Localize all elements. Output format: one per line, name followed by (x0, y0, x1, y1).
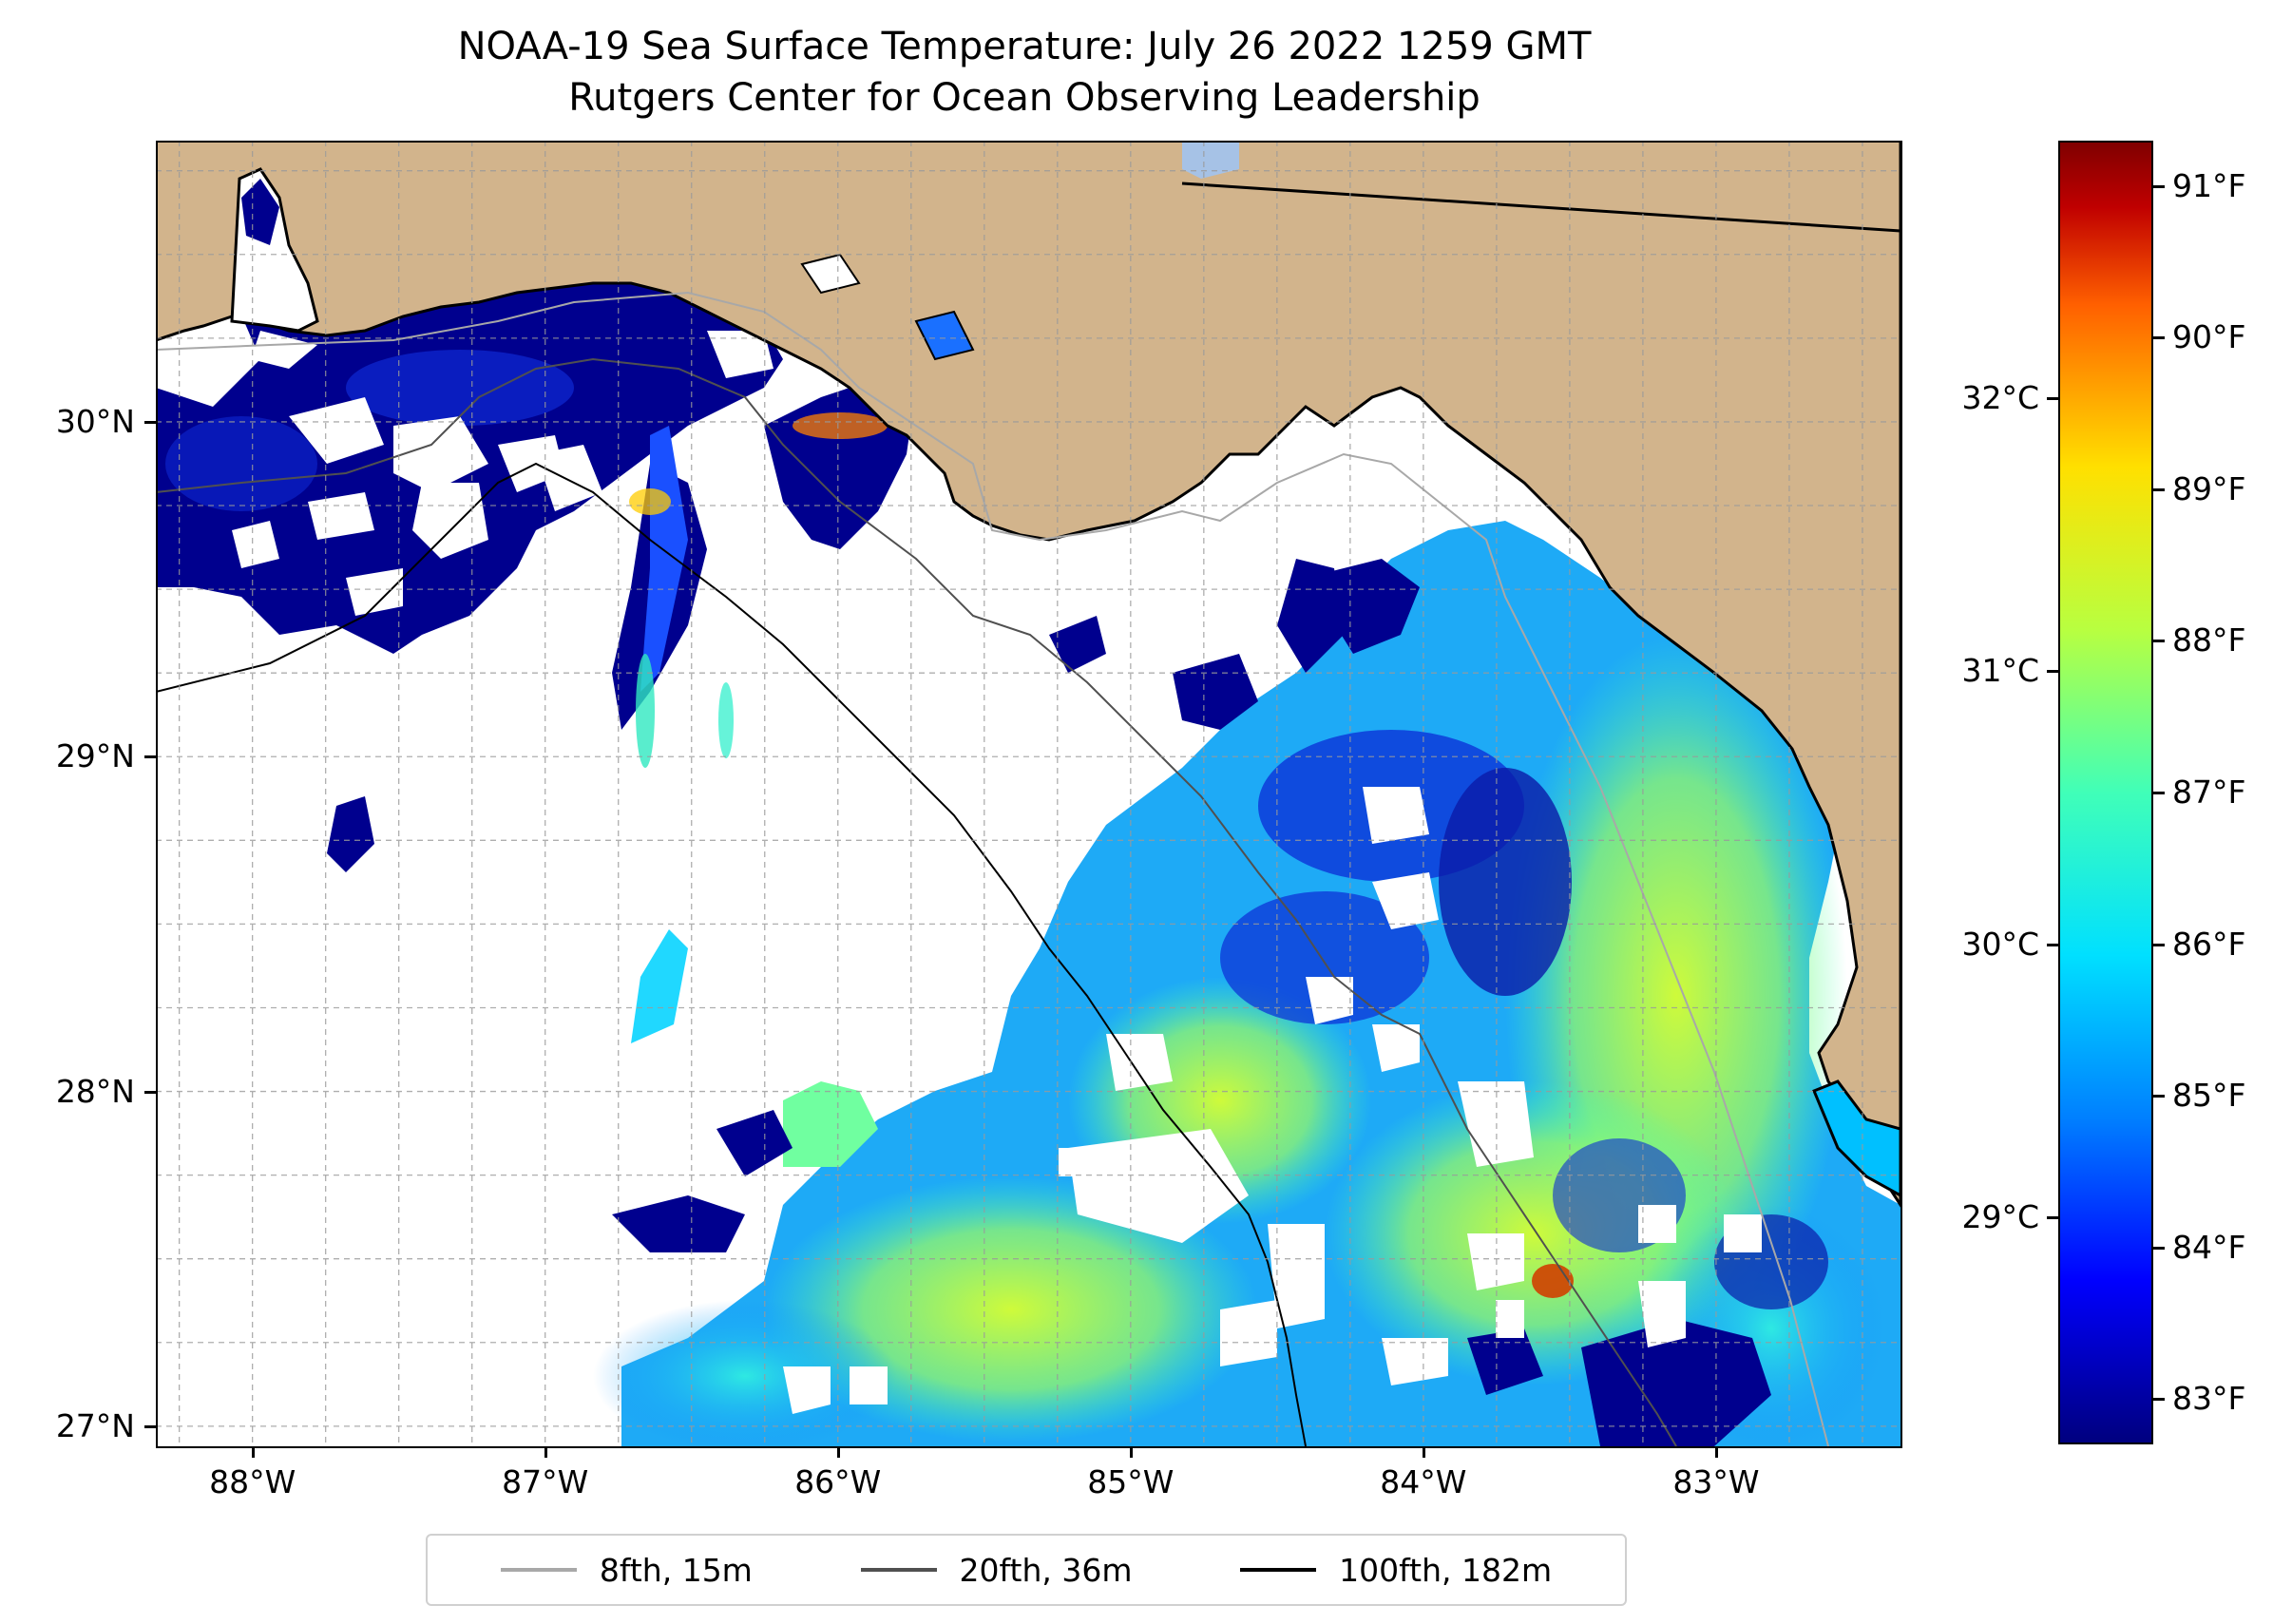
colorbar-c-tick (2047, 943, 2058, 946)
contour-8fth (156, 291, 1829, 1446)
legend-label-20fth: 20fth, 36m (959, 1551, 1133, 1589)
colorbar-f-tick (2153, 184, 2165, 188)
legend-swatch-100fth (1240, 1568, 1317, 1572)
sst-map (156, 141, 1900, 1446)
colorbar-f-tick (2153, 792, 2165, 794)
map-canvas (156, 141, 1900, 1446)
lat-label: 28°N (55, 1072, 135, 1110)
colorbar-f-label: 85°F (2172, 1077, 2246, 1115)
colorbar-c-tick (2047, 670, 2058, 674)
lat-tick (144, 755, 156, 759)
lon-tick (1714, 1446, 1718, 1458)
colorbar-f-label: 83°F (2172, 1380, 2246, 1418)
lon-label: 86°W (794, 1463, 882, 1500)
lon-label: 85°W (1087, 1463, 1175, 1500)
lon-label: 83°W (1672, 1463, 1760, 1500)
colorbar-f-label: 87°F (2172, 774, 2246, 811)
colorbar-f-tick (2153, 943, 2165, 946)
colorbar-f-tick (2153, 1398, 2165, 1402)
legend-item-20fth: 20fth, 36m (860, 1551, 1133, 1589)
lat-tick (144, 1090, 156, 1094)
legend-swatch-8fth (500, 1568, 577, 1572)
colorbar-f-label: 89°F (2172, 469, 2246, 507)
temperature-colorbar (2058, 141, 2153, 1444)
lon-label: 87°W (502, 1463, 589, 1500)
legend: 8fth, 15m 20fth, 36m 100fth, 182m (426, 1534, 1627, 1606)
map-gridlines (156, 141, 1900, 1446)
colorbar-f-tick (2153, 487, 2165, 491)
legend-item-100fth: 100fth, 182m (1240, 1552, 1552, 1589)
legend-label-8fth: 8fth, 15m (599, 1551, 753, 1589)
lat-label: 29°N (55, 737, 135, 775)
lon-label: 84°W (1380, 1463, 1467, 1500)
colorbar-c-label: 30°C (1961, 925, 2039, 963)
colorbar-f-label: 88°F (2172, 621, 2246, 659)
lat-label: 30°N (55, 402, 135, 440)
colorbar-c-label: 29°C (1961, 1197, 2039, 1235)
lat-tick (144, 1424, 156, 1428)
lon-tick (836, 1446, 840, 1458)
lon-label: 88°W (209, 1463, 296, 1500)
colorbar-f-label: 84°F (2172, 1228, 2246, 1266)
colorbar-f-tick (2153, 1246, 2165, 1250)
contour-100fth (156, 462, 1307, 1446)
chart-subtitle: Rutgers Center for Ocean Observing Leade… (568, 76, 1480, 120)
colorbar-c-label: 31°C (1961, 652, 2039, 690)
lat-label: 27°N (55, 1406, 135, 1444)
lon-tick (544, 1446, 547, 1458)
colorbar-f-label: 90°F (2172, 318, 2246, 356)
colorbar-f-tick (2153, 336, 2165, 340)
lon-tick (1422, 1446, 1425, 1458)
land (156, 141, 1900, 1208)
colorbar-f-label: 91°F (2172, 166, 2246, 204)
lon-tick (1129, 1446, 1133, 1458)
legend-label-100fth: 100fth, 182m (1339, 1551, 1553, 1589)
lat-tick (144, 420, 156, 424)
bathymetry-contours (156, 291, 1829, 1446)
legend-swatch-20fth (860, 1568, 937, 1572)
colorbar-f-label: 86°F (2172, 925, 2246, 963)
legend-item-8fth: 8fth, 15m (500, 1551, 753, 1589)
colorbar-f-tick (2153, 1095, 2165, 1099)
lon-tick (251, 1446, 255, 1458)
colorbar-c-tick (2047, 1215, 2058, 1219)
colorbar-c-tick (2047, 397, 2058, 401)
contour-20fth (156, 357, 1677, 1446)
colorbar-f-tick (2153, 640, 2165, 643)
colorbar-c-label: 32°C (1961, 379, 2039, 417)
chart-title: NOAA-19 Sea Surface Temperature: July 26… (457, 25, 1592, 68)
sst-warm-patches (631, 929, 878, 1167)
